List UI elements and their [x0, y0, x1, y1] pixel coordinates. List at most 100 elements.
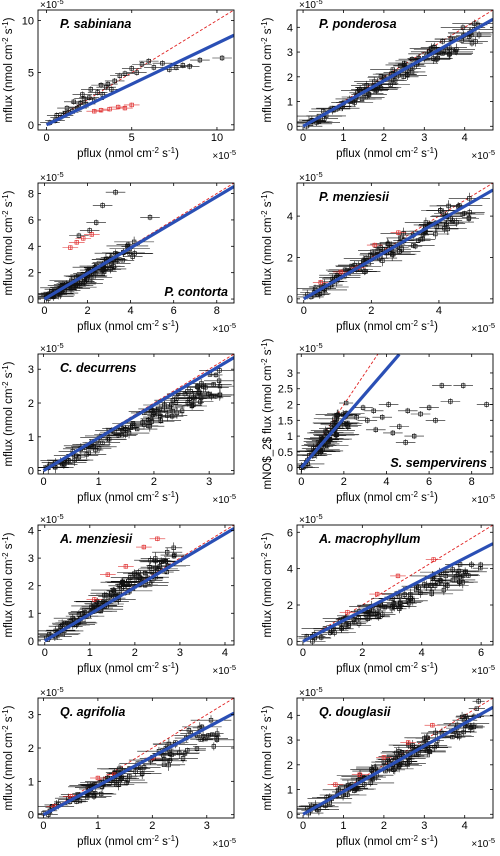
data-point: [200, 734, 206, 739]
data-point: [396, 230, 401, 235]
data-point: [423, 220, 429, 225]
data-point-group: [63, 98, 84, 105]
data-point-group: [431, 45, 467, 50]
x-tick-label: 6: [171, 305, 177, 317]
data-point: [88, 783, 93, 788]
x-tick-label: 4: [462, 820, 468, 832]
data-point: [214, 731, 220, 736]
y-tick-label: 3: [287, 368, 293, 380]
data-point: [92, 109, 97, 114]
x-tick-label: 3: [206, 476, 212, 488]
data-point: [329, 628, 334, 633]
label-segment: -2: [1, 725, 10, 733]
y-tick-label: 6: [28, 215, 34, 227]
data-point-group: [197, 390, 219, 397]
label-segment: ): [434, 321, 438, 333]
x-exponent-label: ×10-5: [471, 492, 495, 506]
y-tick-label: 0: [28, 294, 34, 306]
x-axis-label: pflux (nmol cm-2 s-1): [336, 834, 438, 848]
data-point: [135, 426, 140, 432]
species-title: S. sempervirens: [390, 456, 487, 470]
data-point-group: [74, 95, 94, 102]
exponent-power: -5: [57, 170, 64, 179]
x-tick-label: 0: [300, 820, 306, 832]
data-point: [125, 243, 130, 249]
data-point-group: [140, 417, 182, 424]
data-point-group: [117, 568, 161, 577]
data-point: [395, 573, 401, 579]
data-point-group: [192, 742, 234, 751]
x-tick-label: 3: [204, 820, 210, 832]
data-point: [96, 446, 102, 451]
plot-area: [40, 10, 234, 127]
data-point: [120, 258, 125, 263]
x-tick-label: 4: [383, 476, 389, 488]
exponent-power: -5: [57, 0, 64, 6]
data-point-group: [409, 45, 453, 52]
y-tick-label: 2: [287, 600, 293, 612]
data-point: [120, 580, 125, 585]
data-point: [431, 56, 436, 61]
label-segment: mflux (nmol cm: [3, 733, 15, 811]
data-point: [342, 267, 348, 272]
y-tick-label: 1: [28, 776, 34, 788]
data-point: [427, 749, 433, 755]
data-point: [155, 536, 160, 541]
data-point-group: [415, 236, 431, 242]
data-point: [472, 21, 477, 26]
label-segment: -2: [152, 490, 160, 499]
data-point-group: [423, 745, 436, 757]
data-point: [372, 242, 377, 248]
exponent-power: -5: [229, 321, 236, 330]
data-point: [211, 744, 216, 749]
species-title: A. macrophyllum: [318, 532, 420, 546]
data-point-group: [108, 582, 131, 590]
data-point: [447, 45, 452, 50]
data-point: [410, 243, 416, 248]
data-point-group: [353, 404, 373, 411]
data-point-group: [461, 561, 493, 568]
label-segment: -2: [260, 210, 269, 218]
data-point-group: [172, 394, 207, 404]
data-point: [98, 82, 104, 88]
data-point: [180, 63, 186, 68]
data-point: [166, 741, 172, 747]
data-point-group: [199, 367, 234, 374]
label-segment: -2: [1, 552, 10, 560]
y-tick-label: 10: [22, 15, 34, 27]
data-point: [217, 392, 223, 398]
data-point: [81, 236, 86, 241]
data-point-group: [165, 542, 183, 554]
label-segment: pflux (nmol cm: [336, 492, 411, 504]
data-point: [396, 763, 401, 768]
data-point: [343, 622, 349, 627]
highlight-point-group: [123, 102, 140, 108]
label-segment: mflux (nmol cm: [262, 218, 274, 296]
data-point: [368, 780, 373, 786]
label-segment: -1: [168, 834, 176, 843]
data-point: [409, 69, 415, 75]
data-point-group: [176, 403, 207, 409]
y-tick-label: 4: [28, 526, 34, 538]
x-exponent-label: ×10-5: [212, 492, 236, 506]
data-point: [198, 399, 203, 404]
data-point: [153, 565, 158, 571]
data-point-group: [115, 70, 135, 77]
data-point-group: [140, 214, 160, 221]
data-point: [122, 105, 128, 111]
data-point-group: [338, 423, 358, 430]
data-point: [203, 385, 208, 390]
exponent-base: ×10: [212, 324, 229, 335]
data-point-group: [72, 791, 114, 796]
data-point: [95, 775, 101, 781]
data-point: [366, 91, 371, 96]
data-point: [438, 208, 443, 213]
y-tick-label: 0: [28, 466, 34, 478]
data-point-group: [69, 232, 89, 239]
y-tick-label: 2: [287, 252, 293, 264]
data-point: [129, 102, 134, 108]
label-segment: -1: [427, 319, 435, 328]
x-tick-label: 0: [298, 476, 304, 488]
data-point: [476, 699, 481, 704]
label-segment: pflux (nmol cm: [336, 148, 411, 160]
